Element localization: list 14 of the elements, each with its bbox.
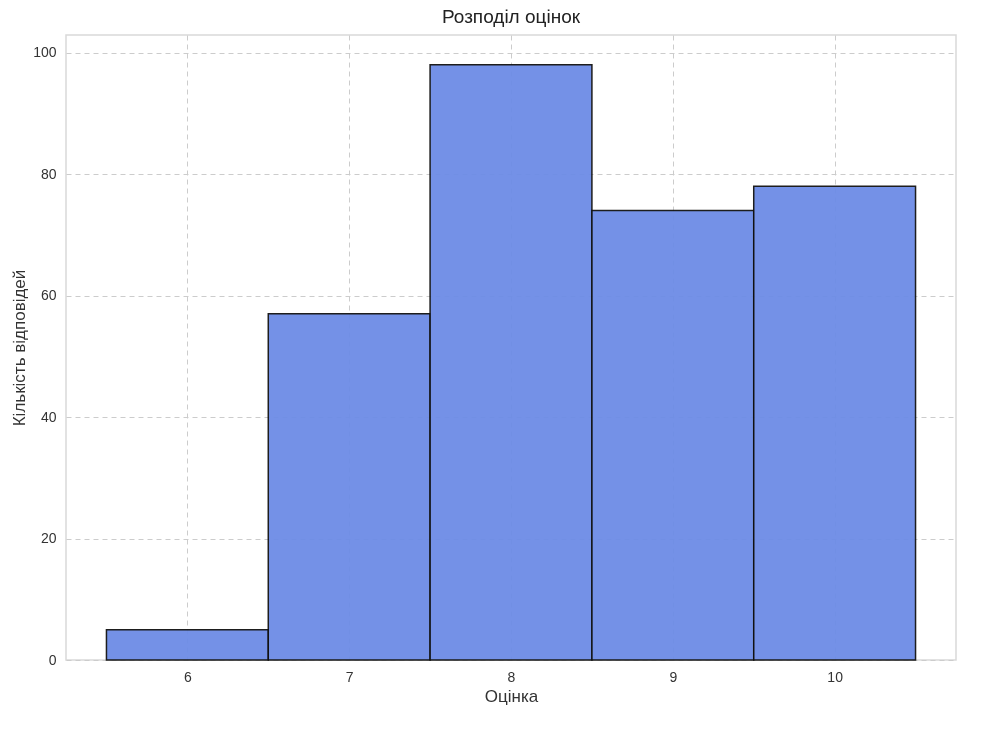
y-axis-title: Кількість відповідей bbox=[10, 269, 30, 427]
y-tick-label: 40 bbox=[40, 408, 57, 425]
x-tick-label: 6 bbox=[183, 668, 192, 685]
chart-title: Розподіл оцінок bbox=[441, 6, 581, 27]
x-tick-label: 9 bbox=[669, 668, 678, 685]
x-tick-label: 8 bbox=[507, 668, 516, 685]
y-tick-label: 60 bbox=[40, 287, 57, 304]
y-tick-label: 100 bbox=[33, 44, 57, 61]
x-tick-label: 10 bbox=[827, 668, 844, 685]
x-tick-label: 7 bbox=[345, 668, 354, 685]
y-tick-label: 20 bbox=[40, 530, 57, 547]
y-tick-label: 0 bbox=[48, 651, 57, 668]
x-axis-title: Оцінка bbox=[484, 686, 539, 706]
y-tick-label: 80 bbox=[40, 165, 57, 182]
